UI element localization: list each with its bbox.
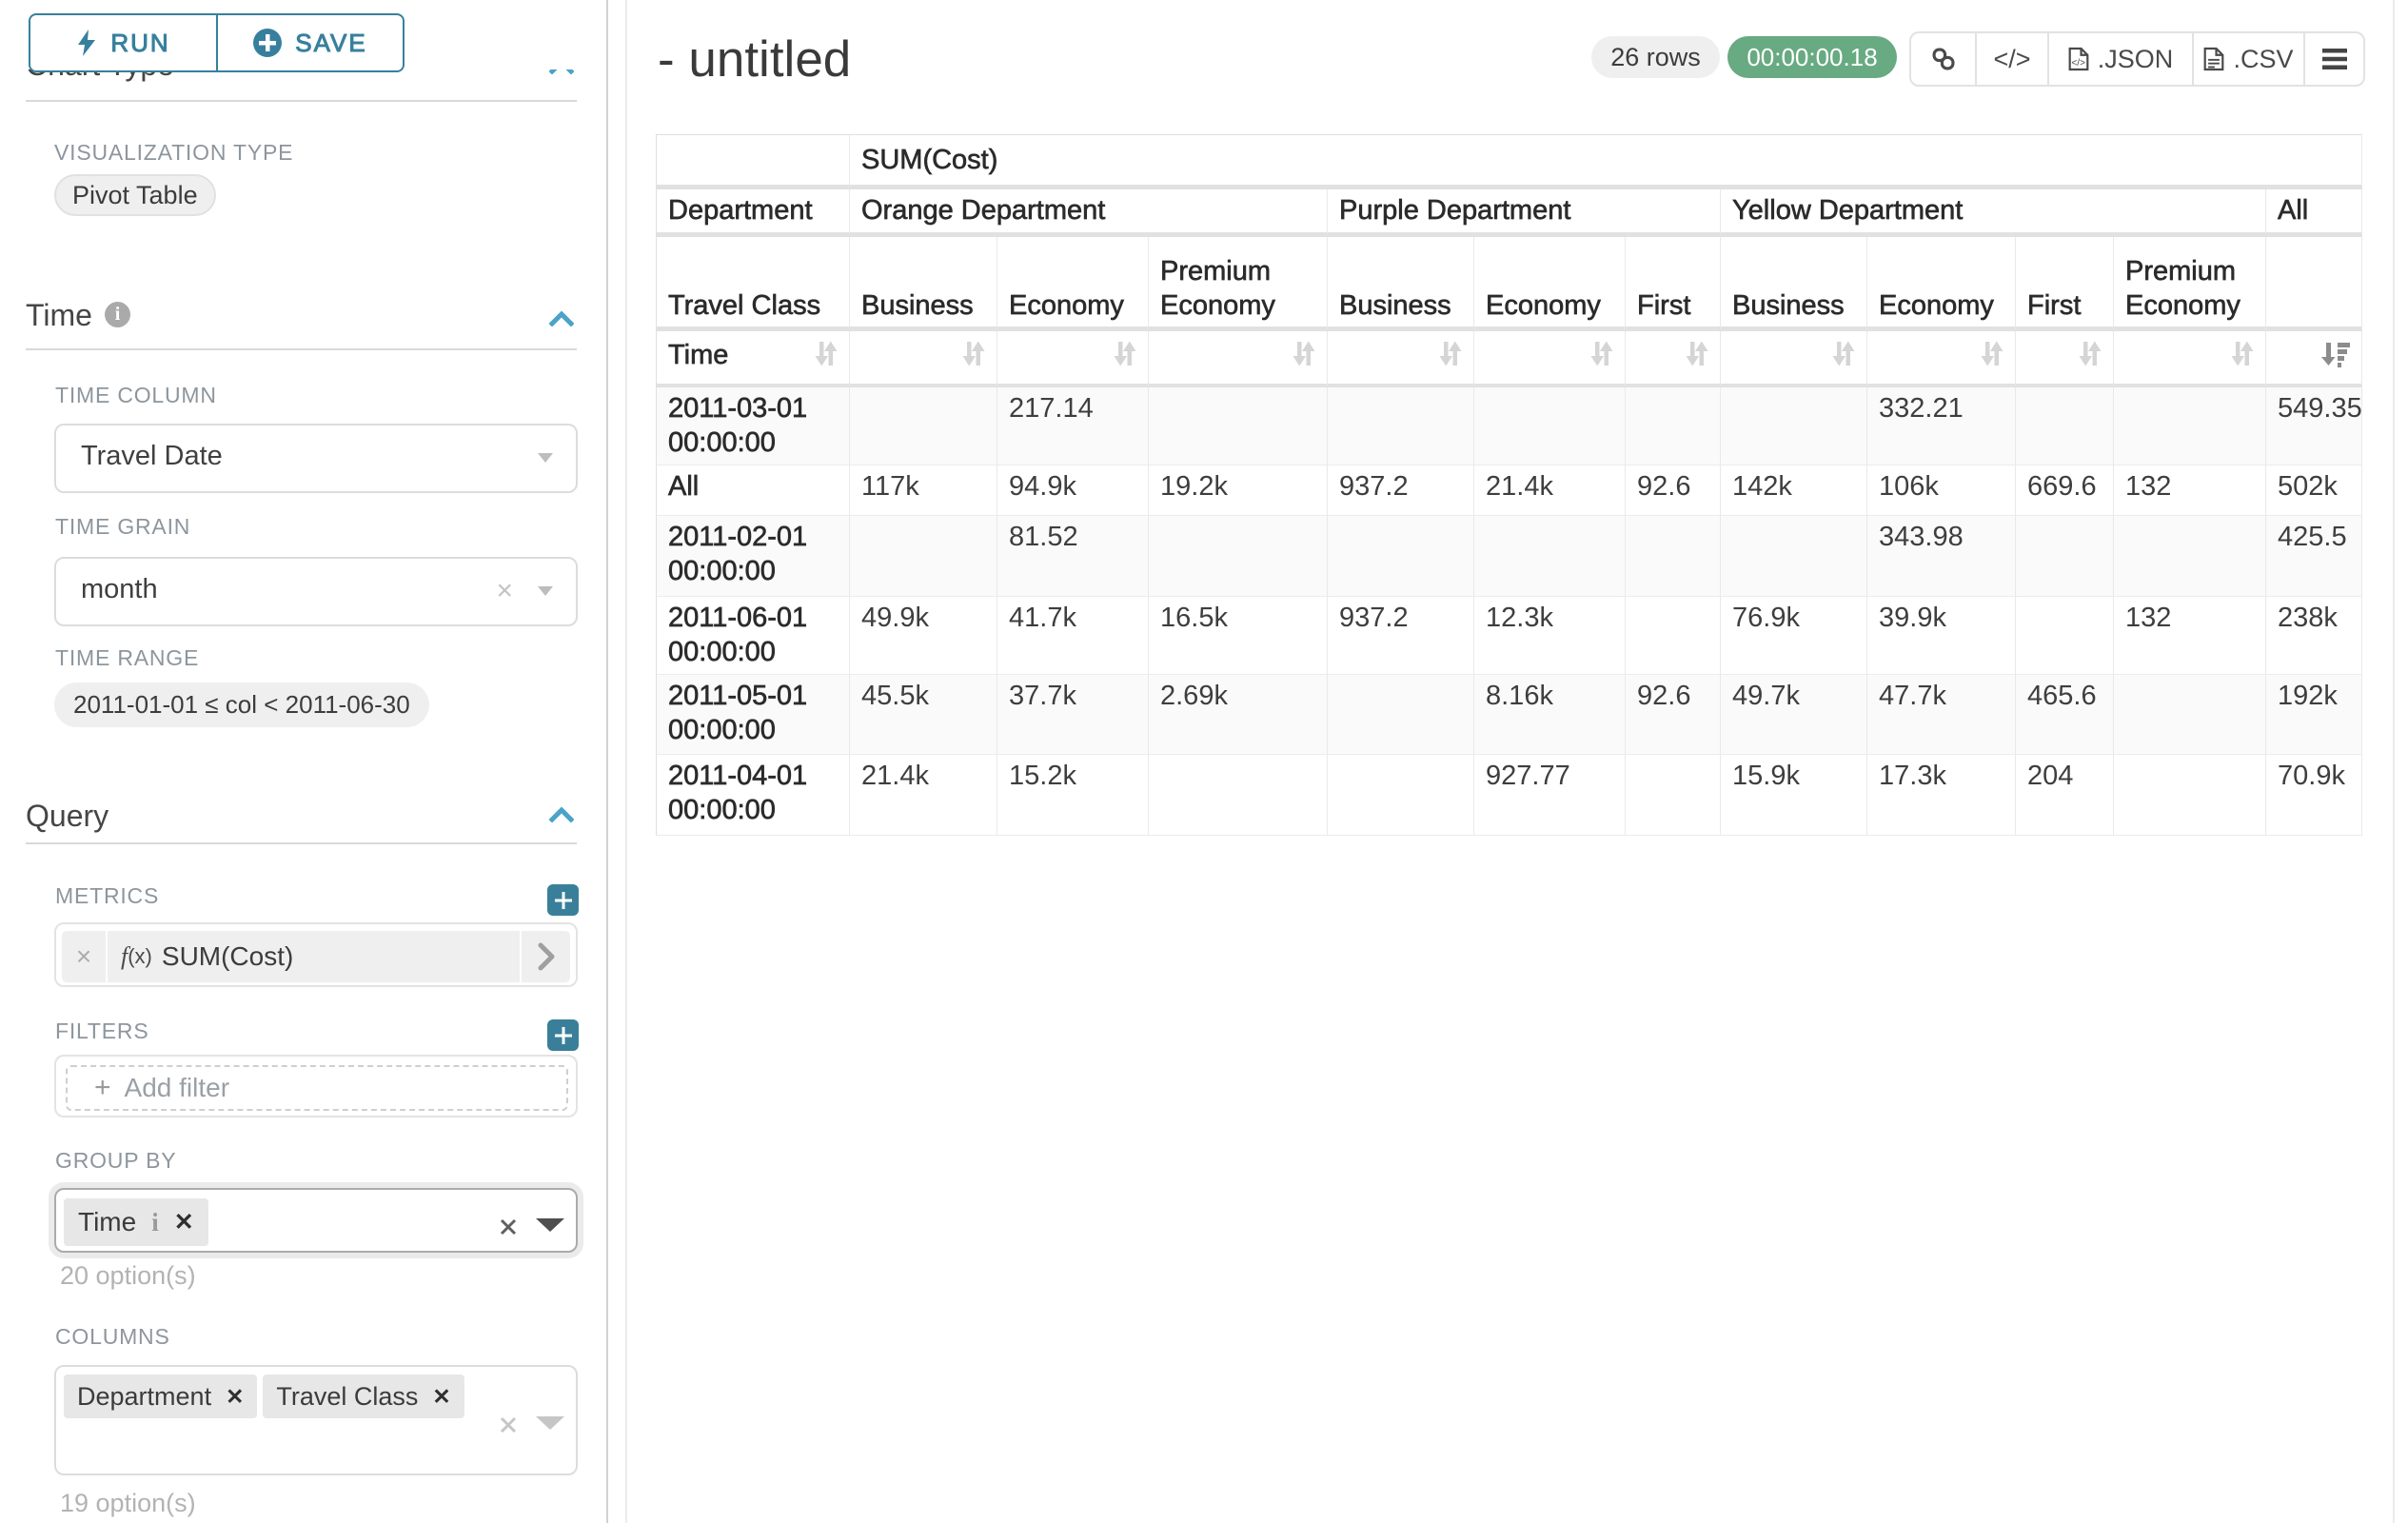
svg-text:</>: </> [2071, 58, 2085, 69]
